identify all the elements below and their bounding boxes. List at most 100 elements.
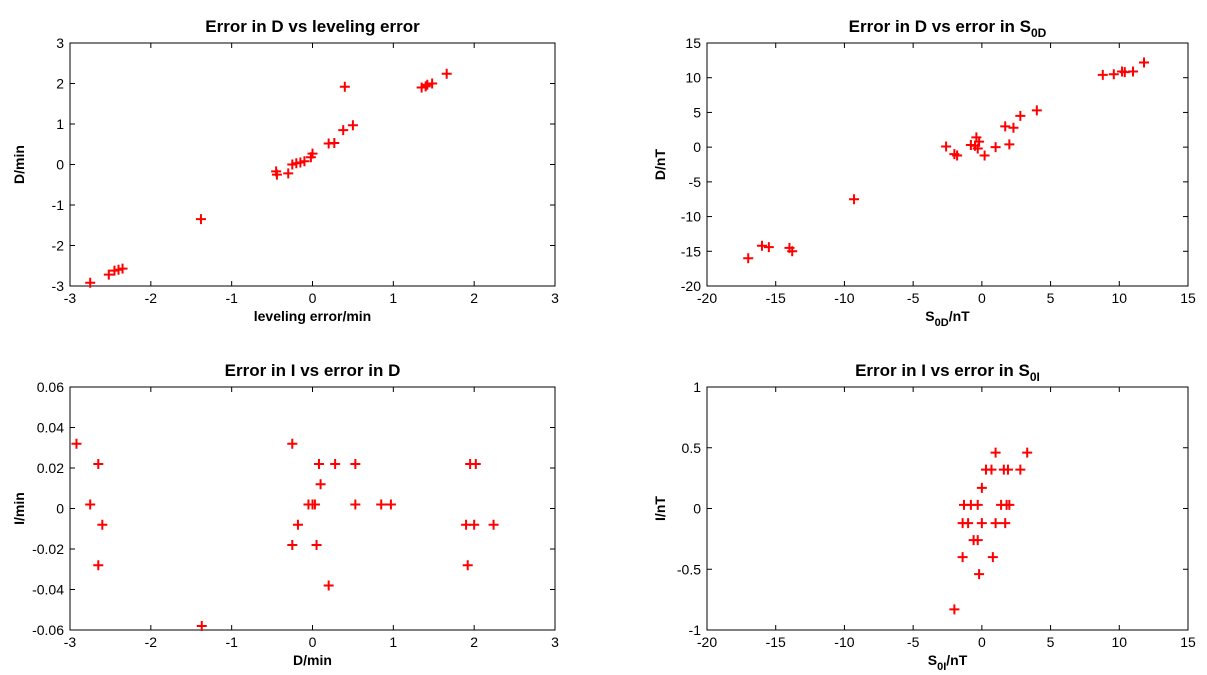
x-tick-label: 0 [978, 634, 986, 650]
data-point [743, 253, 754, 264]
y-tick-label: 3 [56, 35, 64, 51]
data-point [385, 499, 396, 510]
data-point [1097, 69, 1108, 80]
x-axis-label-suffix: /nT [946, 652, 967, 668]
x-tick-label: -20 [697, 634, 717, 650]
y-tick-label: -20 [681, 278, 701, 294]
chart-title-text: Error in I vs error in D [225, 361, 401, 380]
data-point [311, 539, 322, 550]
data-point [1004, 499, 1015, 510]
x-tick-label: 1 [389, 634, 397, 650]
data-point [1008, 122, 1019, 133]
data-point [957, 552, 968, 563]
data-point [1139, 57, 1150, 68]
x-tick-label: -15 [766, 290, 786, 306]
x-axis-label: S0D/nT [925, 308, 970, 329]
x-tick-label: -3 [64, 290, 77, 306]
chart-title: Error in I vs error in S0I [855, 361, 1040, 384]
y-tick-label: 2 [56, 76, 64, 92]
plot-panel-2: -20 -15 -10 -5 0 5 10 15 -20 -15 -10 -5 0 5 10 15 Error … [652, 17, 1196, 329]
data-point [1015, 464, 1026, 475]
y-tick-label: -0.02 [32, 541, 64, 557]
x-tick-label: -10 [834, 634, 854, 650]
chart-title-text: Error in D vs leveling error [205, 17, 420, 36]
x-axis-label-text: S [925, 308, 934, 324]
data-point [756, 240, 767, 251]
x-tick-label: 15 [1180, 290, 1196, 306]
data-point [976, 518, 987, 529]
data-point [763, 242, 774, 253]
data-point [979, 150, 990, 161]
data-point [974, 569, 985, 580]
y-tick-label: -1 [689, 622, 702, 638]
data-point [313, 458, 324, 469]
data-point [85, 499, 96, 510]
x-tick-label: 3 [551, 290, 559, 306]
data-point [1002, 464, 1013, 475]
data-point [1108, 69, 1119, 80]
plot-panel-3: -3 -2 -1 0 1 2 3 -0.06 -0.04 -0.02 0 0.02 0.04 0.06 Er… [11, 361, 559, 668]
x-axis-label-text: D/min [293, 652, 332, 668]
data-point [1000, 121, 1011, 132]
data-point [422, 79, 433, 90]
data-point [93, 458, 104, 469]
y-tick-label: 0.02 [37, 460, 64, 476]
data-point [350, 499, 361, 510]
x-tick-label: -10 [834, 290, 854, 306]
plot-panel-1: -3 -2 -1 0 1 2 3 -3 -2 -1 0 1 2 3 Error in D vs leveli… [11, 17, 559, 324]
data-point [103, 269, 114, 280]
data-point [976, 482, 987, 493]
x-tick-label: 1 [389, 290, 397, 306]
y-axis-label: I/nT [652, 496, 668, 521]
data-point [1031, 105, 1042, 116]
data-point [71, 438, 82, 449]
data-point [323, 580, 334, 591]
data-point [85, 277, 96, 288]
data-point [376, 499, 387, 510]
x-axis-label: D/min [293, 652, 332, 668]
axes-box [69, 42, 556, 287]
chart-title-subscript: 0D [1031, 26, 1047, 40]
data-point [97, 519, 108, 530]
data-point [315, 479, 326, 490]
x-tick-label: 5 [1047, 290, 1055, 306]
x-tick-label: 2 [470, 290, 478, 306]
x-tick-label: 0 [309, 290, 317, 306]
plot-panel-4: -20 -15 -10 -5 0 5 10 15 -1 -0.5 0 0.5 1 Error in I v… [652, 361, 1196, 673]
x-tick-label: -5 [907, 290, 920, 306]
x-tick-label: 2 [470, 634, 478, 650]
y-tick-label: -3 [52, 278, 65, 294]
chart-title-subscript: 0I [1030, 370, 1040, 384]
y-tick-label: -2 [52, 238, 65, 254]
data-point [1022, 447, 1033, 458]
data-point [338, 125, 349, 136]
y-tick-label: -5 [689, 174, 702, 190]
axes-box [706, 386, 1189, 631]
data-point [990, 142, 1001, 153]
x-axis-label-subscript: 0D [935, 317, 949, 329]
data-point [195, 214, 206, 225]
y-tick-label: -15 [681, 243, 701, 259]
y-tick-label: 0.06 [37, 379, 64, 395]
y-tick-label: -0.04 [32, 582, 64, 598]
data-point [307, 148, 318, 159]
data-point [990, 447, 1001, 458]
y-tick-label: 0 [56, 157, 64, 173]
data-point [309, 499, 320, 510]
x-tick-label: 5 [1047, 634, 1055, 650]
data-point [271, 169, 282, 180]
y-tick-label: -0.06 [32, 622, 64, 638]
x-tick-label: -15 [766, 634, 786, 650]
y-tick-label: -10 [681, 209, 701, 225]
y-axis-label: D/nT [652, 149, 668, 181]
data-point [350, 458, 361, 469]
x-tick-label: 10 [1111, 290, 1127, 306]
data-point [941, 141, 952, 152]
data-point [93, 560, 104, 571]
data-point [972, 535, 983, 546]
chart-title-text: Error in D vs error in S [849, 17, 1031, 36]
x-axis-label: leveling error/min [254, 308, 371, 324]
data-point [952, 150, 963, 161]
data-point [283, 168, 294, 179]
x-tick-label: -2 [145, 290, 158, 306]
